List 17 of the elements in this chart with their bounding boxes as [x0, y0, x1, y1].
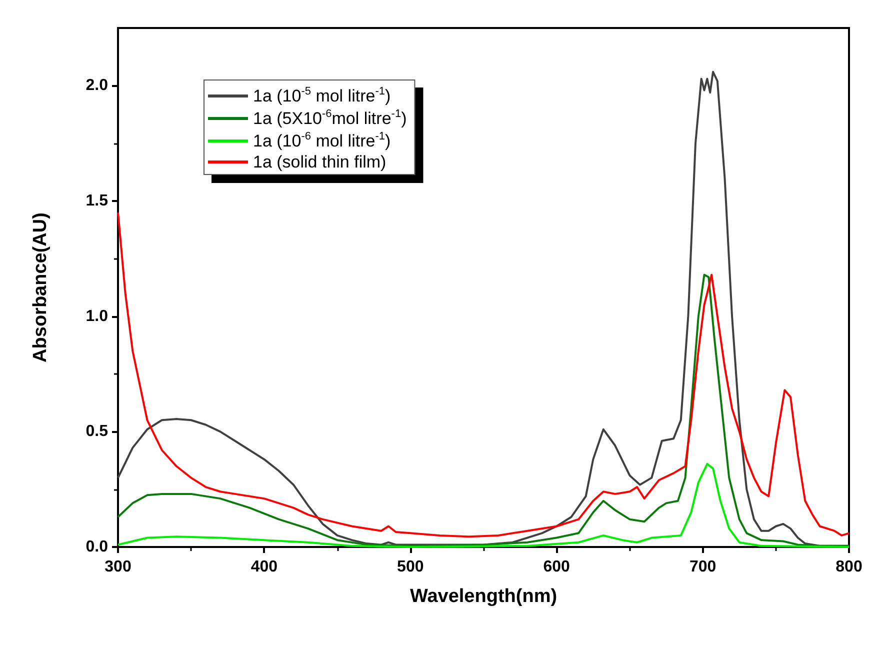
y-tick-label: 1.0 — [86, 308, 108, 325]
y-tick-label: 0.0 — [86, 538, 108, 556]
line-series — [117, 274, 850, 547]
legend-label: 1a (solid thin film) — [253, 152, 386, 172]
line-series — [117, 212, 850, 538]
x-tick-label: 400 — [250, 558, 278, 576]
x-tick-label: 700 — [689, 558, 716, 576]
x-tick-label: 800 — [836, 558, 862, 576]
line-series — [117, 462, 850, 548]
y-axis-title: Absorbance(AU) — [30, 212, 51, 362]
y-tick-label: 1.5 — [86, 192, 108, 210]
x-axis-title: Wavelength(nm) — [410, 586, 558, 607]
x-tick-label: 600 — [543, 558, 570, 576]
x-tick-label: 300 — [104, 558, 132, 576]
x-tick-label: 500 — [397, 558, 424, 576]
y-tick-label: 0.5 — [86, 423, 108, 440]
y-tick-label: 2.0 — [86, 77, 108, 94]
